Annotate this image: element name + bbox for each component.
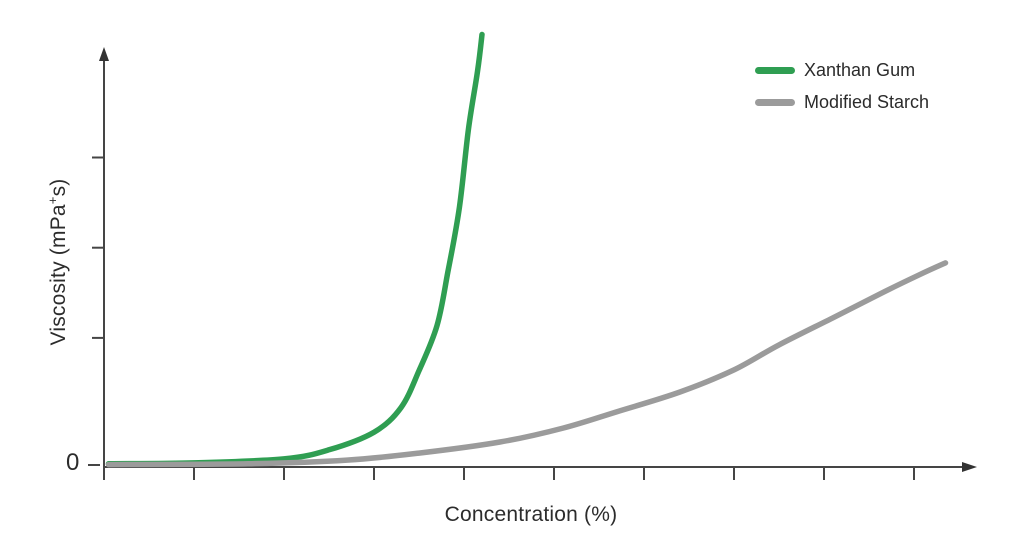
x-ticks	[193, 467, 915, 480]
modified-starch-line	[105, 260, 949, 468]
y-axis-title-prefix: Viscosity (mPa	[47, 204, 70, 346]
y-axis-title: Viscosity (mPa+s)	[45, 178, 71, 346]
y-ticks	[88, 156, 104, 466]
legend-item-xanthan-gum: Xanthan Gum	[755, 60, 929, 81]
legend: Xanthan Gum Modified Starch	[755, 60, 929, 113]
origin-label: 0	[66, 449, 80, 476]
x-axis-arrow-icon	[962, 462, 977, 472]
x-axis-title: Concentration (%)	[444, 503, 618, 526]
legend-item-modified-starch: Modified Starch	[755, 92, 929, 113]
y-axis-arrow-icon	[99, 47, 109, 61]
modified-starch-swatch-icon	[755, 99, 795, 106]
y-axis-title-sup: +	[45, 196, 60, 205]
legend-label: Modified Starch	[804, 92, 930, 112]
xanthan-gum-line	[105, 31, 485, 467]
xanthan-gum-swatch-icon	[755, 67, 795, 74]
series-curves	[105, 31, 949, 468]
y-axis-title-suffix: s)	[47, 178, 70, 197]
legend-label: Xanthan Gum	[804, 60, 916, 80]
